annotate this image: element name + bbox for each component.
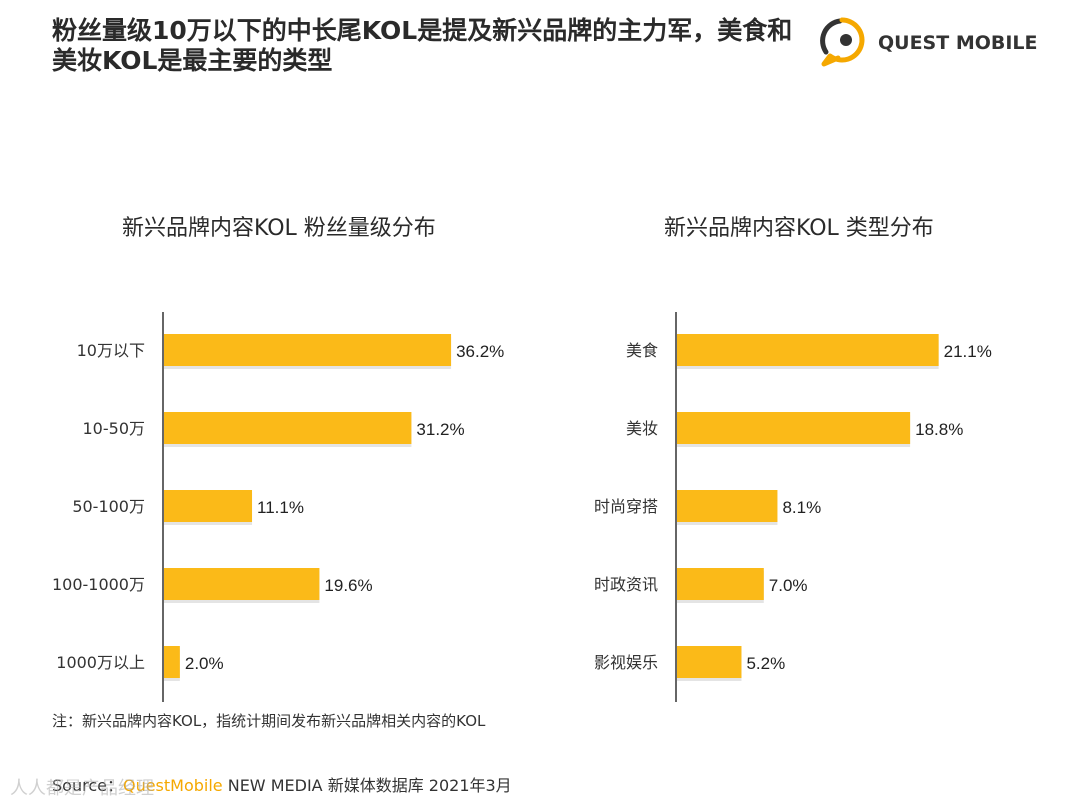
- category-label: 美食: [626, 341, 658, 360]
- quest-mobile-logo-icon: [820, 17, 865, 67]
- kol-type-bar-chart: 美食 21.1% 美妆 18.8% 时尚穿搭 8.1% 时政资讯 7.0% 影视娱乐 5.2%: [594, 312, 992, 702]
- category-label: 100-1000万: [52, 575, 145, 594]
- bar: [677, 490, 778, 522]
- source-label: Source：: [52, 776, 123, 795]
- bar: [164, 646, 180, 678]
- footnote: 注：新兴品牌内容KOL，指统计期间发布新兴品牌相关内容的KOL: [52, 712, 486, 730]
- value-label: 21.1%: [944, 342, 992, 361]
- bar: [164, 490, 253, 522]
- bar: [677, 646, 742, 678]
- page-title: 粉丝量级10万以下的中长尾KOL是提及新兴品牌的主力军，美食和美妆KOL是最主要…: [52, 16, 793, 75]
- fans-level-bar-chart: 10万以下 36.2% 10-50万 31.2% 50-100万 11.1% 100-100…: [52, 312, 504, 702]
- bar: [164, 568, 320, 600]
- value-label: 2.0%: [185, 654, 224, 673]
- value-label: 11.1%: [257, 498, 304, 517]
- value-label: 18.8%: [915, 420, 963, 439]
- quest-mobile-logo: QUEST MOBILE: [818, 12, 1048, 68]
- bar: [164, 334, 452, 366]
- logo-text: QUEST MOBILE: [878, 32, 1038, 54]
- value-label: 31.2%: [416, 420, 464, 439]
- source-brand: QuestMobile: [122, 776, 223, 795]
- category-label: 10万以下: [77, 341, 145, 360]
- value-label: 7.0%: [769, 576, 808, 595]
- bar: [677, 412, 911, 444]
- category-label: 50-100万: [72, 497, 145, 516]
- chart-title-fans: 新兴品牌内容KOL 粉丝量级分布: [122, 216, 436, 241]
- category-label: 影视娱乐: [594, 653, 658, 672]
- source-rest: NEW MEDIA 新媒体数据库 2021年3月: [222, 776, 512, 795]
- value-label: 8.1%: [782, 498, 821, 517]
- bar: [677, 334, 939, 366]
- bar: [164, 412, 412, 444]
- bar: [677, 568, 764, 600]
- source-line: Source：QuestMobile NEW MEDIA 新媒体数据库 2021…: [52, 772, 512, 796]
- value-label: 19.6%: [324, 576, 372, 595]
- value-label: 5.2%: [746, 654, 785, 673]
- category-label: 时尚穿搭: [594, 497, 658, 516]
- category-label: 美妆: [626, 419, 658, 438]
- category-label: 10-50万: [83, 419, 146, 438]
- watermark: 人人都是产品经理: [10, 778, 154, 799]
- value-label: 36.2%: [456, 342, 504, 361]
- chart-title-type: 新兴品牌内容KOL 类型分布: [664, 216, 934, 241]
- category-label: 时政资讯: [594, 575, 658, 594]
- category-label: 1000万以上: [56, 653, 145, 672]
